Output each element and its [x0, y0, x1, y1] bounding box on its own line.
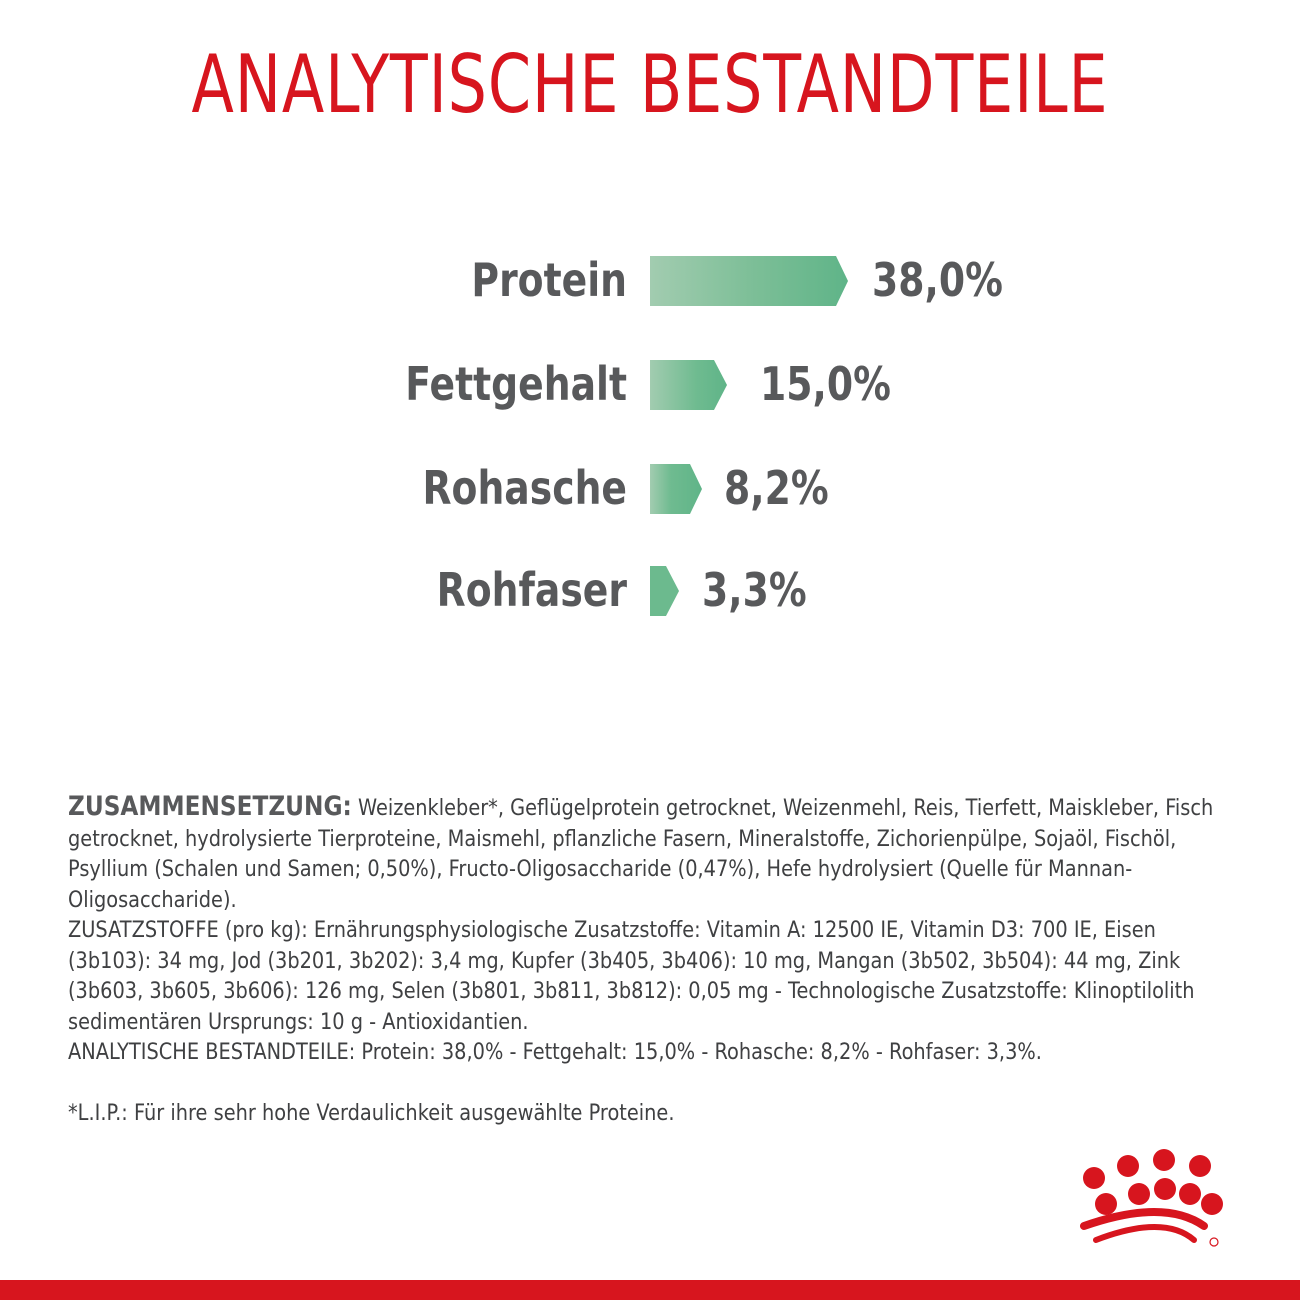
chart-row-fettgehalt: Fettgehalt 15,0% — [0, 354, 1300, 414]
row-label: Protein — [471, 253, 627, 307]
bar-protein — [650, 256, 850, 306]
composition-heading: ZUSAMMENSETZUNG: — [68, 791, 352, 822]
nutrient-bar-chart: Protein 38,0% Fettgehalt 15,0% Rohasche — [0, 250, 1300, 620]
composition-ingredients: Weizenkleber*, Geflügelprotein getrockne… — [68, 795, 1214, 913]
footnote: *L.I.P.: Für ihre sehr hohe Verdaulichke… — [68, 1100, 675, 1126]
crown-logo-icon — [1068, 1148, 1228, 1258]
composition-text: ZUSAMMENSETZUNG: Weizenkleber*, Geflügel… — [68, 791, 1248, 1068]
row-label: Rohfaser — [436, 563, 627, 617]
row-value: 3,3% — [702, 563, 807, 617]
composition-paragraph: ZUSAMMENSETZUNG: Weizenkleber*, Geflügel… — [68, 791, 1245, 915]
bar-rohasche — [650, 464, 710, 514]
row-label: Rohasche — [422, 461, 627, 515]
row-value: 8,2% — [724, 461, 829, 515]
chart-row-rohfaser: Rohfaser 3,3% — [0, 560, 1300, 620]
analytical-paragraph: ANALYTISCHE BESTANDTEILE: Protein: 38,0%… — [68, 1039, 1042, 1065]
row-value: 15,0% — [760, 357, 891, 411]
bottom-brand-bar — [0, 1280, 1300, 1300]
bar-rohfaser — [650, 566, 690, 616]
row-label: Fettgehalt — [405, 357, 627, 411]
bar-fettgehalt — [650, 360, 740, 410]
chart-row-protein: Protein 38,0% — [0, 250, 1300, 310]
row-value: 38,0% — [872, 253, 1003, 307]
additives-paragraph: ZUSATZSTOFFE (pro kg): Ernährungsphysiol… — [68, 917, 1195, 1035]
chart-row-rohasche: Rohasche 8,2% — [0, 458, 1300, 518]
page-title: ANALYTISCHE BESTANDTEILE — [191, 38, 1109, 131]
